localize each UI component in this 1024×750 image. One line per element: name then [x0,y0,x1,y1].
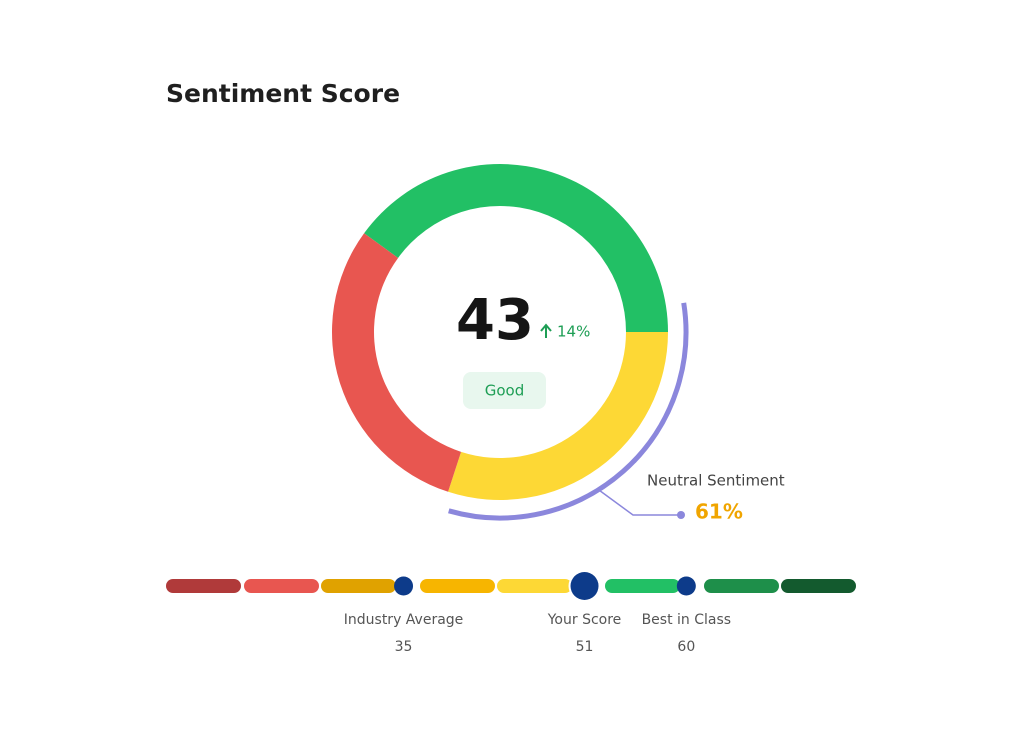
scale-band [166,579,241,593]
annotation-value: 61% [695,500,743,524]
score-change: 14% [557,323,590,341]
marker-value: 51 [576,639,594,655]
marker-label: Industry Average [344,612,464,628]
marker-label: Your Score [547,612,622,628]
annotation-leader [598,489,681,516]
scale-band [704,579,779,593]
donut-segment [332,233,462,492]
benchmark-marker [394,576,414,596]
score: 43 [456,288,534,353]
title: Sentiment Score [166,79,400,108]
annotation-dot [677,511,685,519]
marker-label: Best in Class [642,612,732,628]
up-arrow [540,323,552,338]
marker-value: 60 [677,639,695,655]
donut [332,164,668,501]
benchmark-marker [570,572,599,600]
donut-segment [364,164,668,332]
rating-badge [463,372,546,409]
scale-band [497,579,572,593]
rating: Good [485,382,525,400]
scale-band [605,579,680,593]
scale-band [244,579,319,593]
scale-band [781,579,856,593]
scale-bars [166,579,856,593]
donut-segment [448,332,668,501]
scale-band [420,579,495,593]
benchmark-marker [676,576,696,596]
annotation-bracket [448,302,689,521]
scale-band [321,579,396,593]
marker-value: 35 [395,639,413,655]
annotation-label: Neutral Sentiment [647,472,785,490]
